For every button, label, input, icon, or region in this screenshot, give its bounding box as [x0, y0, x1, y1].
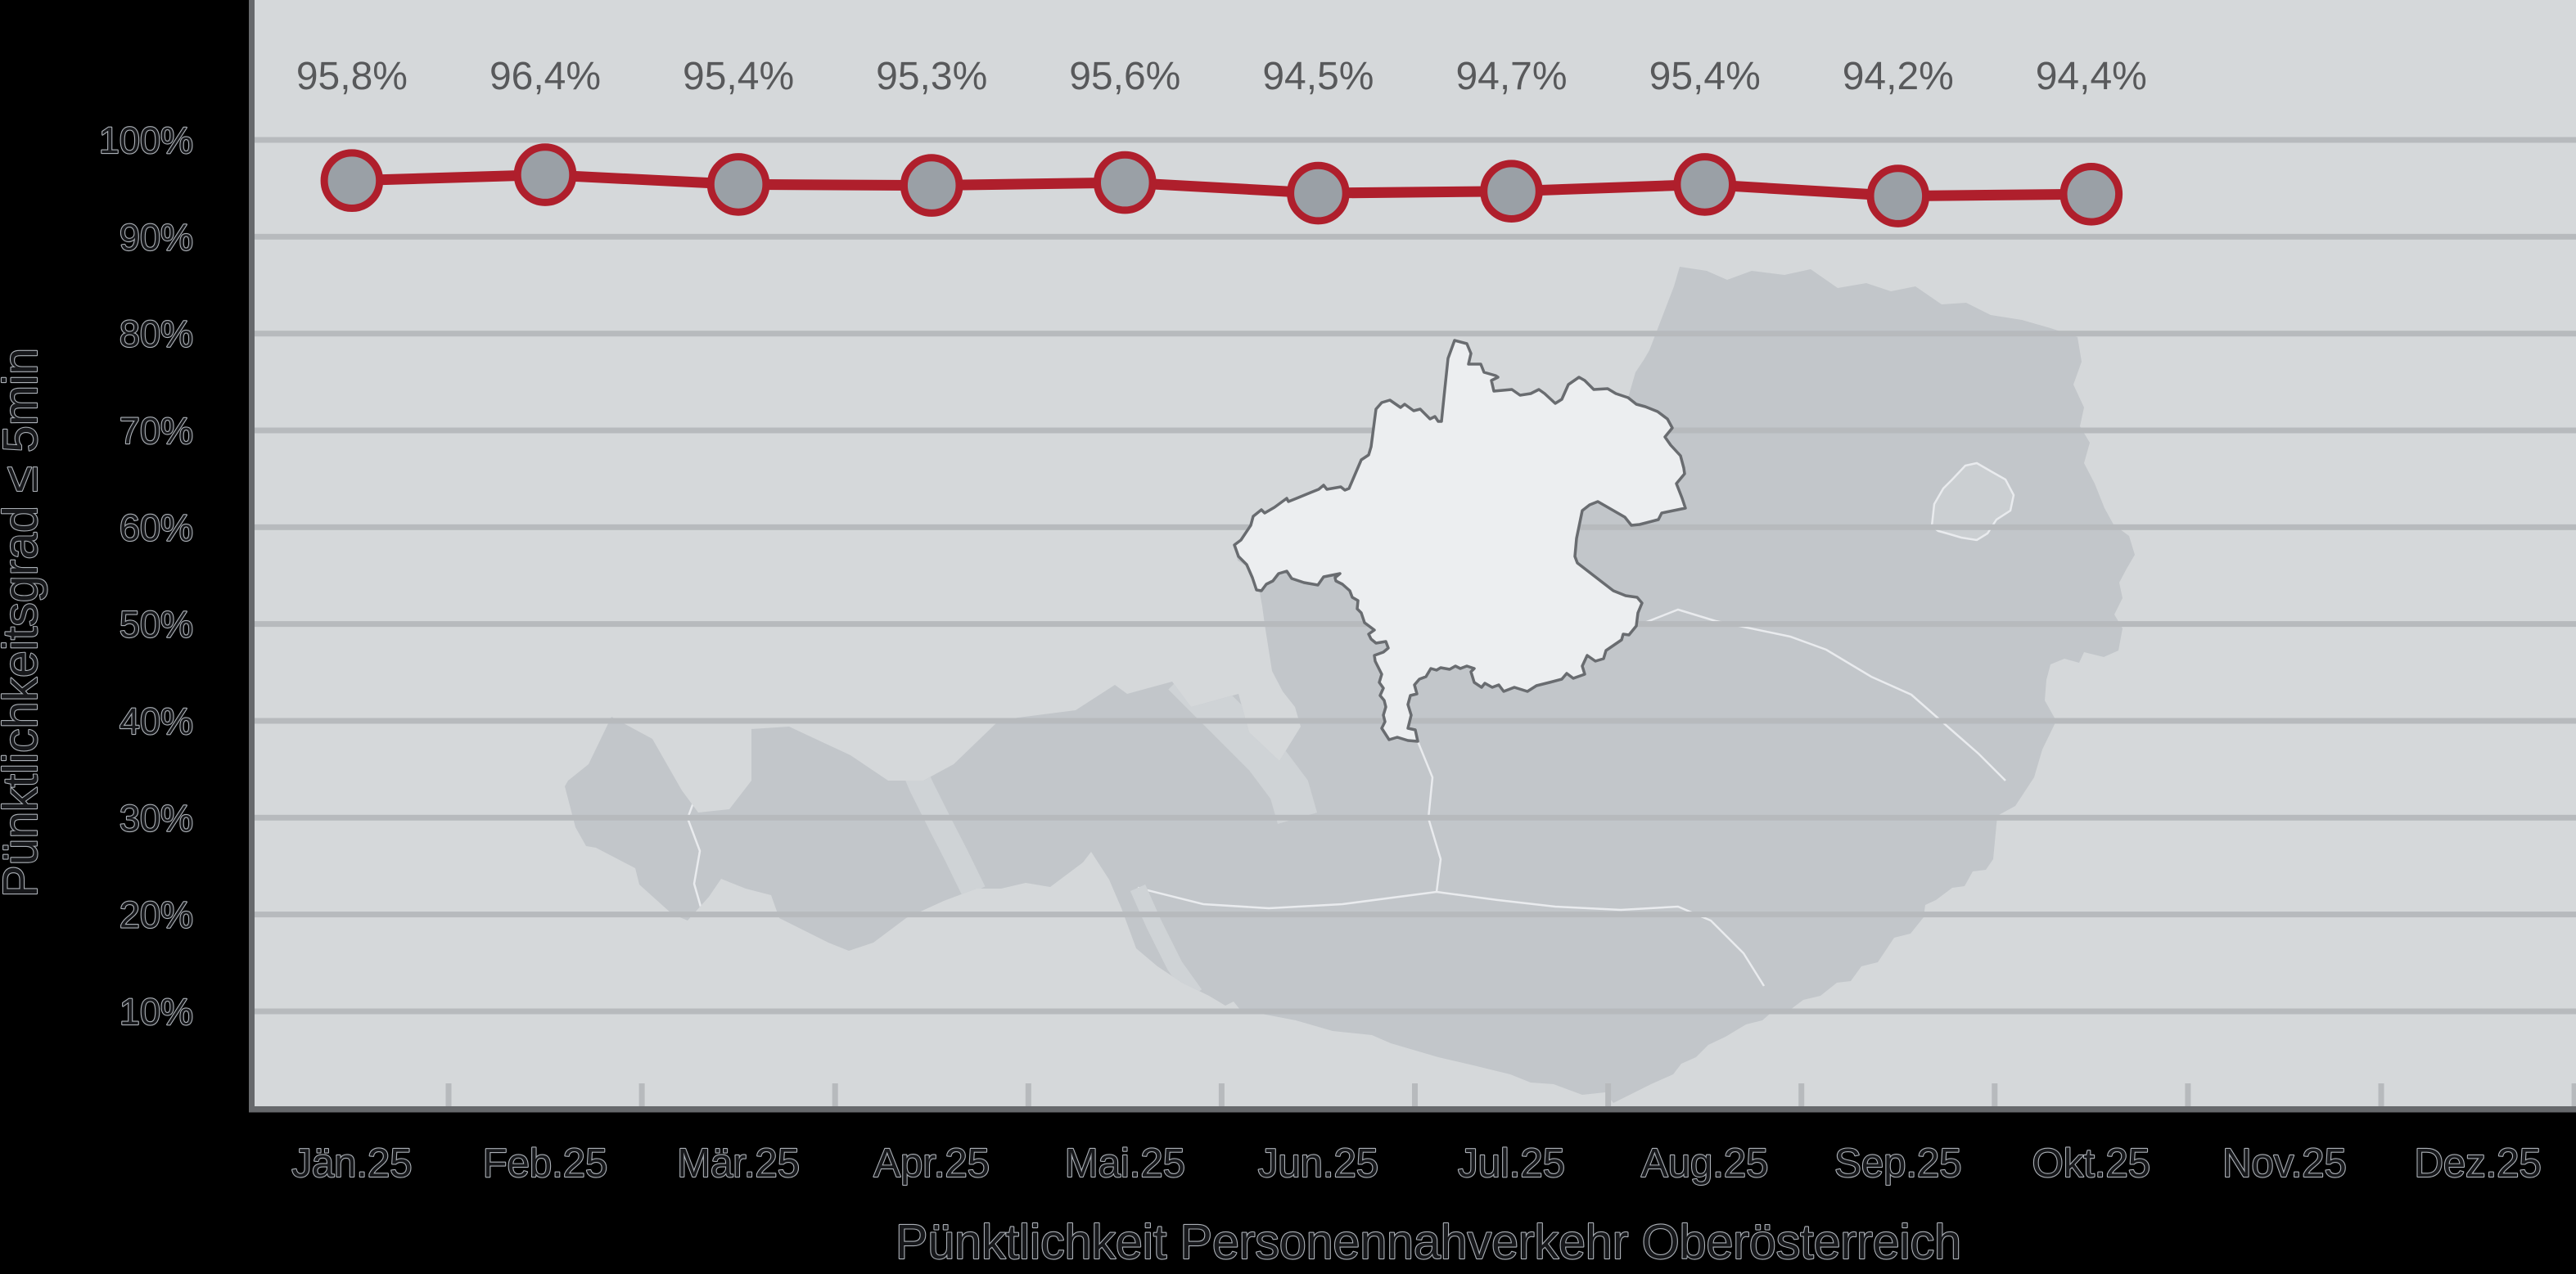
- svg-text:Apr.25: Apr.25: [873, 1141, 990, 1186]
- svg-text:Pünktlichkeitsgrad ≤ 5min: Pünktlichkeitsgrad ≤ 5min: [0, 348, 47, 898]
- svg-text:30%: 30%: [120, 797, 193, 839]
- svg-text:94,2%: 94,2%: [1843, 55, 1954, 98]
- svg-text:Dez.25: Dez.25: [2414, 1141, 2541, 1186]
- svg-text:95,8%: 95,8%: [296, 55, 408, 98]
- svg-text:Feb.25: Feb.25: [483, 1141, 608, 1186]
- svg-text:Jul.25: Jul.25: [1458, 1141, 1565, 1186]
- svg-text:Aug.25: Aug.25: [1641, 1141, 1768, 1186]
- svg-text:50%: 50%: [120, 604, 193, 646]
- svg-text:40%: 40%: [120, 700, 193, 742]
- svg-text:90%: 90%: [120, 216, 193, 258]
- svg-text:Jän.25: Jän.25: [291, 1141, 412, 1186]
- svg-text:Mär.25: Mär.25: [677, 1141, 800, 1186]
- svg-text:10%: 10%: [120, 991, 193, 1033]
- svg-text:Okt.25: Okt.25: [2032, 1141, 2150, 1186]
- svg-text:Nov.25: Nov.25: [2222, 1141, 2347, 1186]
- svg-text:Jun.25: Jun.25: [1258, 1141, 1378, 1186]
- svg-text:80%: 80%: [120, 313, 193, 355]
- svg-text:94,5%: 94,5%: [1262, 55, 1374, 98]
- svg-text:70%: 70%: [120, 410, 193, 452]
- svg-text:94,7%: 94,7%: [1455, 55, 1567, 98]
- svg-text:Sep.25: Sep.25: [1834, 1141, 1961, 1186]
- svg-text:95,4%: 95,4%: [683, 55, 794, 98]
- svg-text:Mai.25: Mai.25: [1065, 1141, 1185, 1186]
- svg-text:95,6%: 95,6%: [1069, 55, 1180, 98]
- svg-text:Pünktlichkeit Personennahverke: Pünktlichkeit Personennahverkehr Oberöst…: [896, 1215, 1961, 1269]
- svg-text:60%: 60%: [120, 506, 193, 548]
- svg-text:95,3%: 95,3%: [876, 55, 987, 98]
- svg-text:20%: 20%: [120, 894, 193, 936]
- svg-text:96,4%: 96,4%: [489, 55, 601, 98]
- svg-text:100%: 100%: [99, 119, 193, 161]
- svg-text:95,4%: 95,4%: [1649, 55, 1761, 98]
- svg-text:94,4%: 94,4%: [2036, 55, 2147, 98]
